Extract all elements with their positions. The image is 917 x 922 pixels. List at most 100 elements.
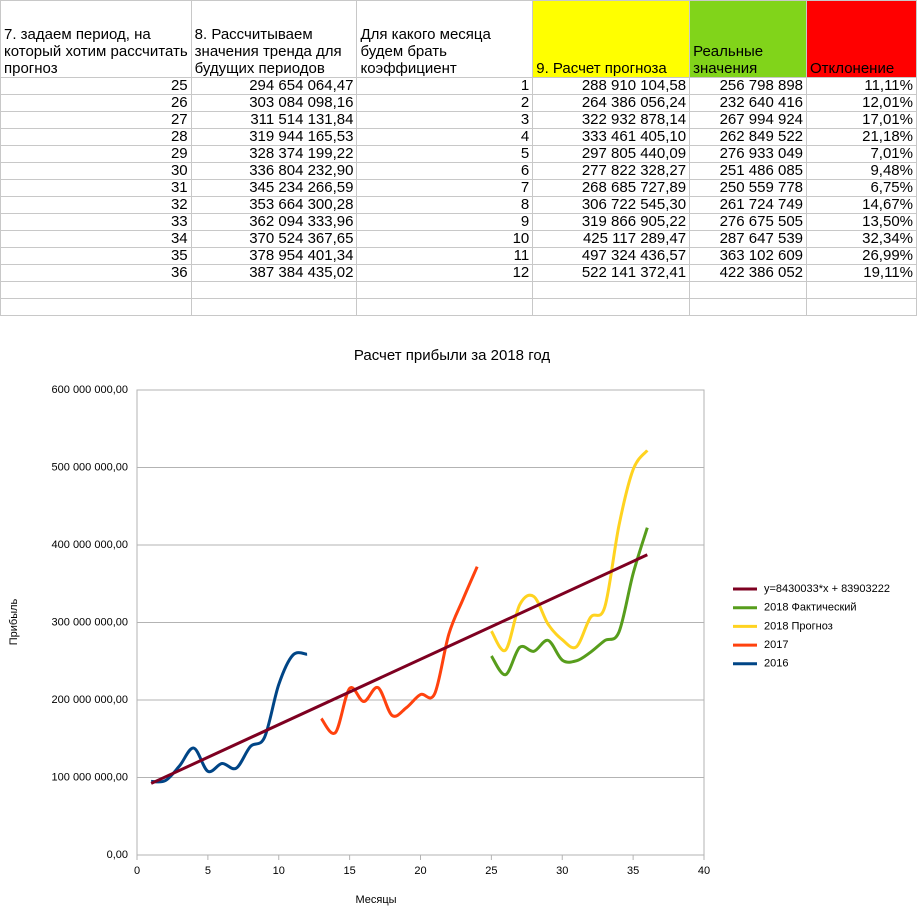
table-cell: 288 910 104,58 bbox=[532, 77, 691, 95]
x-tick-label: 30 bbox=[556, 865, 568, 877]
table-row: 27 311 514 131,84 3 322 932 878,14 267 994 9… bbox=[0, 111, 917, 129]
table-row: 31 345 234 266,59 7 268 685 727,89 250 559 7… bbox=[0, 179, 917, 197]
table-cell: 297 805 440,09 bbox=[532, 145, 691, 163]
table-cell: 4 bbox=[356, 128, 534, 146]
series-line bbox=[151, 651, 308, 784]
empty-cell bbox=[532, 281, 691, 299]
table-cell: 261 724 749 bbox=[689, 196, 808, 214]
table-cell: 1 bbox=[356, 77, 534, 95]
x-tick-label: 0 bbox=[134, 865, 140, 877]
table-cell: 497 324 436,57 bbox=[532, 247, 691, 265]
y-tick-label: 0,00 bbox=[107, 849, 128, 861]
table-cell: 34 bbox=[0, 230, 192, 248]
y-axis-label: Прибыль bbox=[8, 598, 20, 645]
table-cell: 370 524 367,65 bbox=[190, 230, 358, 248]
table-cell: 8 bbox=[356, 196, 534, 214]
table-cell: 28 bbox=[0, 128, 192, 146]
table-row: 33 362 094 333,96 9 319 866 905,22 276 675 5… bbox=[0, 213, 917, 231]
table-cell: 26,99% bbox=[806, 247, 917, 265]
x-tick-label: 25 bbox=[485, 865, 497, 877]
table-cell: 311 514 131,84 bbox=[190, 111, 358, 129]
y-tick-label: 600 000 000,00 bbox=[52, 384, 128, 396]
legend-label: 2017 bbox=[764, 639, 788, 651]
header-cell: Реальные значения bbox=[689, 0, 808, 78]
table-row bbox=[0, 281, 917, 299]
table-cell: 25 bbox=[0, 77, 192, 95]
table-cell: 5 bbox=[356, 145, 534, 163]
header-cell: Для какого месяца будем брать коэффициен… bbox=[356, 0, 534, 78]
y-tick-label: 300 000 000,00 bbox=[52, 616, 128, 628]
y-tick-label: 100 000 000,00 bbox=[52, 771, 128, 783]
table-cell: 522 141 372,41 bbox=[532, 264, 691, 282]
table-cell: 19,11% bbox=[806, 264, 917, 282]
table-body: 7. задаем период, на который хотим рассч… bbox=[0, 0, 917, 316]
legend-label: 2018 Фактический bbox=[764, 602, 857, 614]
chart: Расчет прибыли за 2018 год Месяцы Прибыл… bbox=[8, 347, 890, 906]
table-cell: 12,01% bbox=[806, 94, 917, 112]
empty-cell bbox=[190, 281, 358, 299]
table-row: 30 336 804 232,90 6 277 822 328,27 251 486 0… bbox=[0, 162, 917, 180]
table-cell: 6,75% bbox=[806, 179, 917, 197]
table-cell: 333 461 405,10 bbox=[532, 128, 691, 146]
table-cell: 319 944 165,53 bbox=[190, 128, 358, 146]
table-cell: 267 994 924 bbox=[689, 111, 808, 129]
plot-frame bbox=[136, 389, 705, 856]
y-tick-label: 400 000 000,00 bbox=[52, 539, 128, 551]
table-cell: 306 722 545,30 bbox=[532, 196, 691, 214]
table-cell: 232 640 416 bbox=[689, 94, 808, 112]
header-row: 7. задаем период, на который хотим рассч… bbox=[0, 0, 917, 78]
table-cell: 27 bbox=[0, 111, 192, 129]
header-cell: Отклонение bbox=[806, 0, 917, 78]
table-cell: 6 bbox=[356, 162, 534, 180]
y-tick-label: 200 000 000,00 bbox=[52, 694, 128, 706]
x-tick-label: 5 bbox=[205, 865, 211, 877]
empty-cell bbox=[190, 298, 358, 316]
table-cell: 36 bbox=[0, 264, 192, 282]
table-cell: 345 234 266,59 bbox=[190, 179, 358, 197]
table-cell: 35 bbox=[0, 247, 192, 265]
table-cell: 33 bbox=[0, 213, 192, 231]
x-tick-label: 20 bbox=[414, 865, 426, 877]
table-row: 35 378 954 401,34 11 497 324 436,57 363 102 … bbox=[0, 247, 917, 265]
table-row: 32 353 664 300,28 8 306 722 545,30 261 724 7… bbox=[0, 196, 917, 214]
y-tick-label: 500 000 000,00 bbox=[52, 461, 128, 473]
table-cell: 262 849 522 bbox=[689, 128, 808, 146]
table-cell: 7 bbox=[356, 179, 534, 197]
empty-cell bbox=[0, 281, 192, 299]
header-cell: 9. Расчет прогноза bbox=[532, 0, 691, 78]
x-axis-label: Месяцы bbox=[355, 894, 396, 906]
empty-cell bbox=[689, 281, 808, 299]
table-cell: 336 804 232,90 bbox=[190, 162, 358, 180]
table-cell: 3 bbox=[356, 111, 534, 129]
table-cell: 251 486 085 bbox=[689, 162, 808, 180]
table-row: 36 387 384 435,02 12 522 141 372,41 422 386 … bbox=[0, 264, 917, 282]
empty-cell bbox=[689, 298, 808, 316]
table-cell: 256 798 898 bbox=[689, 77, 808, 95]
series-line bbox=[490, 449, 649, 653]
table-cell: 32,34% bbox=[806, 230, 917, 248]
empty-cell bbox=[806, 281, 917, 299]
table-cell: 425 117 289,47 bbox=[532, 230, 691, 248]
table-cell: 378 954 401,34 bbox=[190, 247, 358, 265]
table-cell: 32 bbox=[0, 196, 192, 214]
table-cell: 31 bbox=[0, 179, 192, 197]
legend-label: y=8430033*x + 83903222 bbox=[764, 583, 890, 595]
table-cell: 11,11% bbox=[806, 77, 917, 95]
x-tick-label: 15 bbox=[344, 865, 356, 877]
table-cell: 26 bbox=[0, 94, 192, 112]
table-cell: 387 384 435,02 bbox=[190, 264, 358, 282]
table-cell: 277 822 328,27 bbox=[532, 162, 691, 180]
header-cell: 8. Рассчитываем значения тренда для буду… bbox=[190, 0, 358, 78]
table-cell: 13,50% bbox=[806, 213, 917, 231]
x-tick-label: 10 bbox=[273, 865, 285, 877]
table-cell: 276 933 049 bbox=[689, 145, 808, 163]
table-cell: 264 386 056,24 bbox=[532, 94, 691, 112]
table-row: 25 294 654 064,47 1 288 910 104,58 256 798 8… bbox=[0, 77, 917, 95]
table-cell: 14,67% bbox=[806, 196, 917, 214]
table-cell: 250 559 778 bbox=[689, 179, 808, 197]
empty-cell bbox=[806, 298, 917, 316]
chart-title: Расчет прибыли за 2018 год bbox=[354, 347, 550, 364]
table-row: 34 370 524 367,65 10 425 117 289,47 287 647 … bbox=[0, 230, 917, 248]
table-row: 26 303 084 098,16 2 264 386 056,24 232 640 4… bbox=[0, 94, 917, 112]
